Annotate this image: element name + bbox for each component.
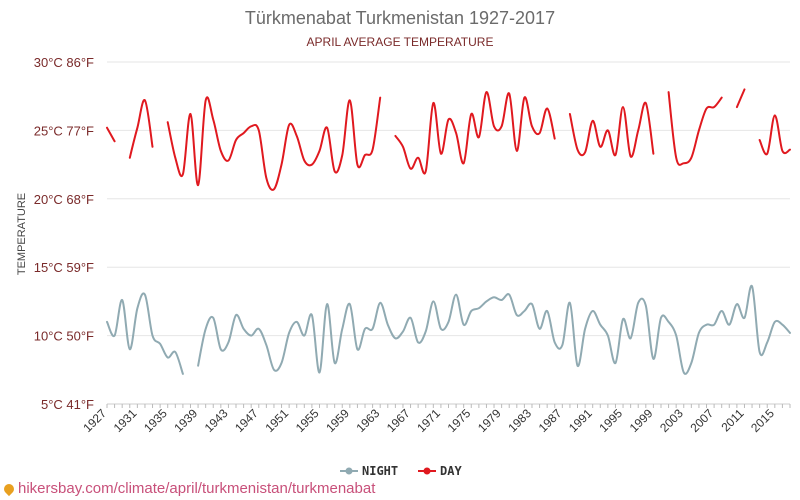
x-tick-label: 2015	[748, 406, 777, 435]
series-lines	[106, 88, 791, 375]
y-tick-labels: 30°C 86°F 25°C 77°F 20°C 68°F 15°C 59°F 10°C…	[34, 55, 94, 412]
x-tick-label: 1979	[475, 406, 504, 435]
chart-title: Türkmenabat Turkmenistan 1927-2017	[245, 8, 555, 28]
series-line-day	[667, 91, 723, 166]
footer-link[interactable]: hikersbay.com/climate/april/turkmenistan…	[1, 480, 376, 497]
x-tick-label: 1971	[414, 406, 443, 435]
series-line-day	[394, 91, 556, 175]
chart-subtitle: APRIL AVERAGE TEMPERATURE	[307, 35, 494, 49]
legend-swatch-marker	[345, 467, 353, 475]
y-tick-label: 15°C 59°F	[34, 260, 94, 275]
legend: NIGHT DAY	[340, 464, 462, 478]
x-tick-label: 1987	[536, 406, 565, 435]
x-tick-label: 1991	[566, 406, 595, 435]
y-tick-label: 30°C 86°F	[34, 55, 94, 70]
series-line-day	[758, 114, 791, 156]
x-tick-label: 1959	[323, 406, 352, 435]
x-tick-label: 1975	[445, 406, 474, 435]
legend-label: NIGHT	[362, 464, 398, 478]
footer-text: hikersbay.com/climate/april/turkmenistan…	[18, 480, 376, 497]
x-tick-label: 1931	[111, 406, 140, 435]
series-line-day	[166, 96, 382, 191]
series-line-night	[197, 284, 791, 375]
y-axis-label: TEMPERATURE	[16, 193, 28, 275]
x-tick-label: 1963	[354, 406, 383, 435]
x-tick-label: 1935	[141, 406, 170, 435]
x-tick-label: 1939	[171, 406, 200, 435]
legend-swatch-marker	[423, 467, 431, 475]
y-tick-label: 25°C 77°F	[34, 123, 94, 138]
x-tick-label: 1995	[596, 406, 625, 435]
x-tick-label: 1943	[202, 406, 231, 435]
series-line-day	[128, 99, 154, 159]
series-line-day	[568, 101, 655, 158]
x-tick-label: 1955	[293, 406, 322, 435]
x-tick-label: 2011	[718, 406, 746, 434]
y-tick-label: 5°C 41°F	[41, 397, 94, 412]
x-tick-label: 1947	[232, 406, 261, 435]
x-tick-label: 1999	[627, 406, 656, 435]
x-tick-label: 1951	[262, 406, 291, 435]
legend-item-day[interactable]: DAY	[418, 464, 462, 478]
legend-label: DAY	[440, 464, 462, 478]
y-tick-label: 20°C 68°F	[34, 192, 94, 207]
x-tick-label: 2003	[657, 406, 686, 435]
location-pin-icon	[1, 481, 17, 497]
grid	[107, 61, 790, 405]
series-line-night	[106, 292, 184, 375]
legend-item-night[interactable]: NIGHT	[340, 464, 398, 478]
x-tick-label: 1983	[505, 406, 534, 435]
x-tick-labels: 1927 1931 1935 1939 1943 1947 1951 1955 1959 1963…	[80, 404, 791, 435]
series-line-day	[735, 88, 746, 109]
x-tick-label: 1967	[384, 406, 413, 435]
x-tick-label: 2007	[687, 406, 716, 435]
series-line-day	[106, 126, 116, 143]
y-tick-label: 10°C 50°F	[34, 329, 94, 344]
